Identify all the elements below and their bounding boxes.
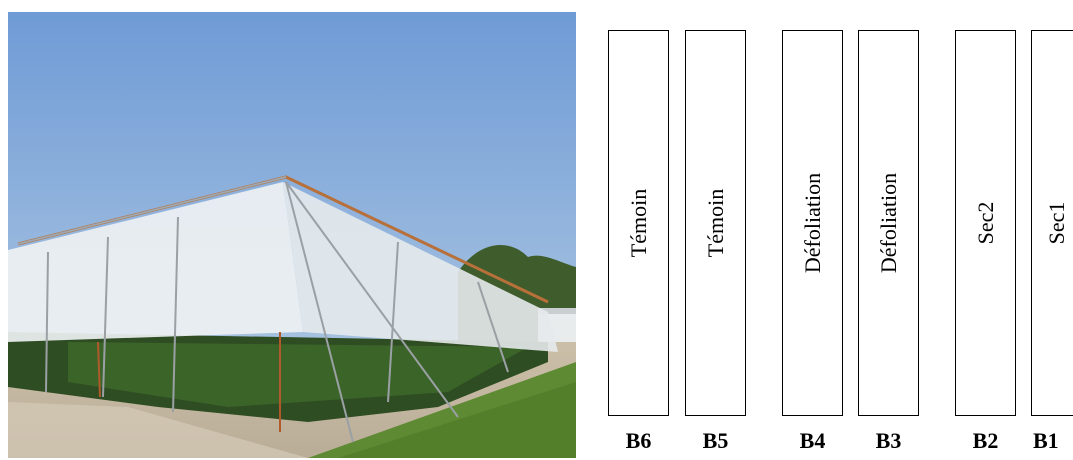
bed-id-label: B2 xyxy=(972,428,999,453)
bed-treatment-label: Témoin xyxy=(702,188,728,258)
greenhouse-photo xyxy=(8,12,576,458)
bed-treatment-label: Sec2 xyxy=(972,201,998,245)
bed-id-label: B5 xyxy=(702,428,729,453)
bed-treatment-label: Défoliation xyxy=(799,172,825,274)
bed-treatment-label: Sec1 xyxy=(1043,201,1069,245)
bed-b6: Témoin xyxy=(608,30,669,416)
bed-id-label: B4 xyxy=(799,428,826,453)
bed-b2: Sec2 xyxy=(955,30,1016,416)
bed-b3: Défoliation xyxy=(858,30,919,416)
bed-b1: Sec1 xyxy=(1031,30,1073,416)
bed-b4: Défoliation xyxy=(782,30,843,416)
bed-id-label: B3 xyxy=(875,428,902,453)
bed-treatment-label: Défoliation xyxy=(875,172,901,274)
bed-layout-diagram: Témoin B6 Témoin B5 Défoliation B4 Défol… xyxy=(590,0,1073,460)
bed-id-label: B1 xyxy=(1033,428,1059,453)
bed-id-label: B6 xyxy=(625,428,652,453)
bed-b5: Témoin xyxy=(685,30,746,416)
bed-treatment-label: Témoin xyxy=(625,188,651,258)
